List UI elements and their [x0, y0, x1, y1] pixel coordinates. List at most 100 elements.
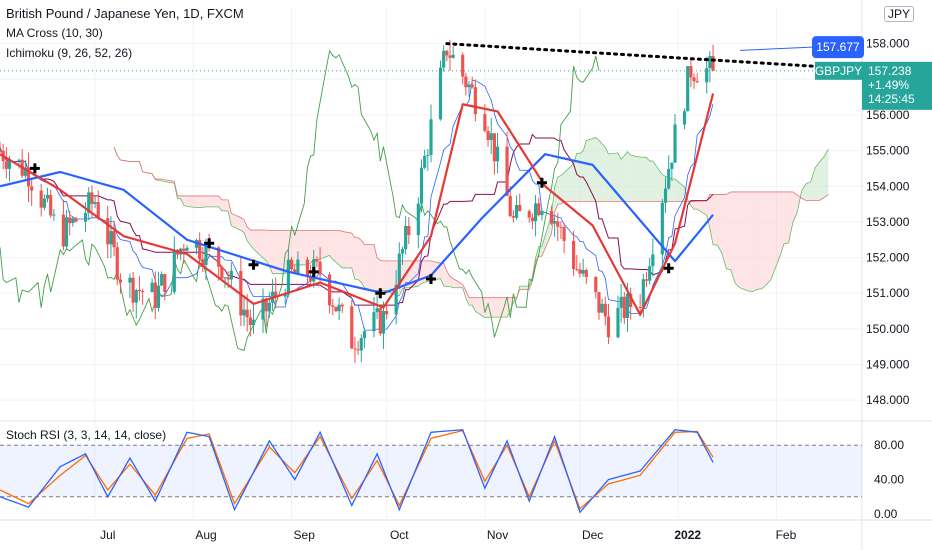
stoch-tick-label: 0.00	[874, 507, 898, 521]
candle-body	[705, 68, 709, 83]
price-tick-label: 153.000	[866, 215, 910, 229]
cloud-segment	[288, 230, 292, 265]
candle-body	[616, 307, 620, 338]
candle-body	[264, 298, 268, 312]
cloud-segment	[694, 200, 698, 210]
candle-body	[508, 195, 512, 217]
candle-body	[96, 202, 100, 219]
candle-body	[372, 312, 376, 332]
candle-body	[530, 217, 534, 222]
cloud-segment	[250, 230, 254, 249]
target-tag	[812, 36, 864, 59]
candle-body	[638, 307, 642, 309]
candle-body	[156, 285, 161, 308]
candle-body	[112, 231, 116, 248]
cloud-segment	[364, 244, 374, 291]
cloud-segment	[202, 195, 206, 208]
cloud-segment	[497, 297, 508, 318]
stoch-rsi-legend[interactable]: Stoch RSI (3, 3, 14, 14, close)	[6, 428, 167, 442]
cloud-segment	[272, 230, 276, 274]
cloud-segment	[697, 200, 707, 216]
cloud-segment	[177, 195, 181, 199]
time-tick-label: Nov	[487, 528, 508, 542]
last-price-label: 157.238	[868, 64, 912, 78]
candle-body	[223, 277, 227, 279]
cross-marker	[375, 288, 386, 299]
cloud-segment	[196, 195, 200, 208]
time-tick-label: Dec	[582, 528, 603, 542]
currency-button[interactable]: JPY	[884, 6, 915, 22]
candle-body	[641, 279, 645, 308]
candle-body	[172, 249, 176, 293]
chikou-line	[0, 49, 600, 351]
candle-body	[350, 306, 354, 349]
cloud-segment	[263, 230, 267, 261]
cross-marker	[663, 263, 674, 274]
candle-body	[695, 81, 699, 83]
candle-body	[451, 54, 455, 58]
time-tick-label: Feb	[776, 528, 797, 542]
candle-body	[61, 214, 65, 247]
cloud-segment	[583, 140, 587, 202]
cloud-segment	[320, 230, 330, 259]
cloud-segment	[335, 230, 340, 265]
cloud-segment	[446, 271, 451, 287]
candle-body	[575, 268, 579, 270]
candle-body	[663, 188, 668, 203]
cloud-segment	[275, 230, 286, 274]
cloud-segment	[269, 230, 273, 274]
candle-body	[163, 274, 167, 293]
candle-body	[461, 54, 465, 77]
cloud-segment	[361, 240, 365, 288]
candle-body	[533, 203, 538, 222]
candle-body	[673, 124, 677, 163]
chart-title: British Pound / Japanese Yen, 1D, FXCM	[6, 6, 244, 21]
time-tick-label: Jul	[100, 528, 115, 542]
candle-body	[464, 76, 468, 88]
cloud-segment	[784, 191, 789, 244]
candle-body	[492, 133, 496, 162]
candle-body	[261, 298, 265, 320]
candle-body	[378, 308, 382, 334]
candle-body	[315, 259, 319, 262]
cross-marker	[29, 163, 40, 174]
candle-body	[229, 270, 233, 280]
price-tick-label: 151.000	[866, 286, 910, 300]
candle-body	[39, 190, 43, 208]
cloud-segment	[730, 191, 736, 284]
cloud-segment	[332, 230, 336, 263]
candle-body	[660, 202, 664, 255]
candle-body	[553, 221, 557, 224]
cloud-segment	[576, 153, 580, 202]
ichimoku-legend[interactable]: Ichimoku (9, 26, 52, 26)	[6, 46, 133, 60]
ma-cross-lines	[0, 93, 715, 316]
cloud-segment	[240, 217, 245, 233]
candle-body	[267, 302, 271, 312]
candle-body	[483, 114, 487, 131]
candle-body	[537, 203, 541, 216]
cloud-segment	[652, 161, 663, 202]
cloud-segment	[608, 152, 618, 202]
cloud-segment	[579, 150, 584, 202]
cloud-segment	[819, 156, 824, 201]
cloud-segment	[541, 215, 552, 256]
candle-body	[711, 56, 715, 71]
cloud-segment	[801, 183, 807, 201]
cross-marker	[248, 259, 259, 270]
cloud-segment	[752, 191, 758, 292]
cloud-segment	[630, 155, 641, 202]
candle-body	[217, 247, 221, 267]
candle-body	[686, 66, 690, 112]
candle-body	[71, 218, 75, 224]
cloud-segment	[770, 191, 776, 281]
candle-body	[328, 274, 332, 306]
cloud-segment	[225, 199, 229, 212]
cloud-segment	[244, 219, 248, 241]
cloud-segment	[779, 191, 785, 258]
candle-body	[467, 84, 471, 88]
candle-body	[682, 111, 687, 125]
ichimoku-lines	[0, 49, 829, 351]
candle-body	[109, 231, 113, 245]
ma-cross-legend[interactable]: MA Cross (10, 30)	[6, 26, 103, 40]
